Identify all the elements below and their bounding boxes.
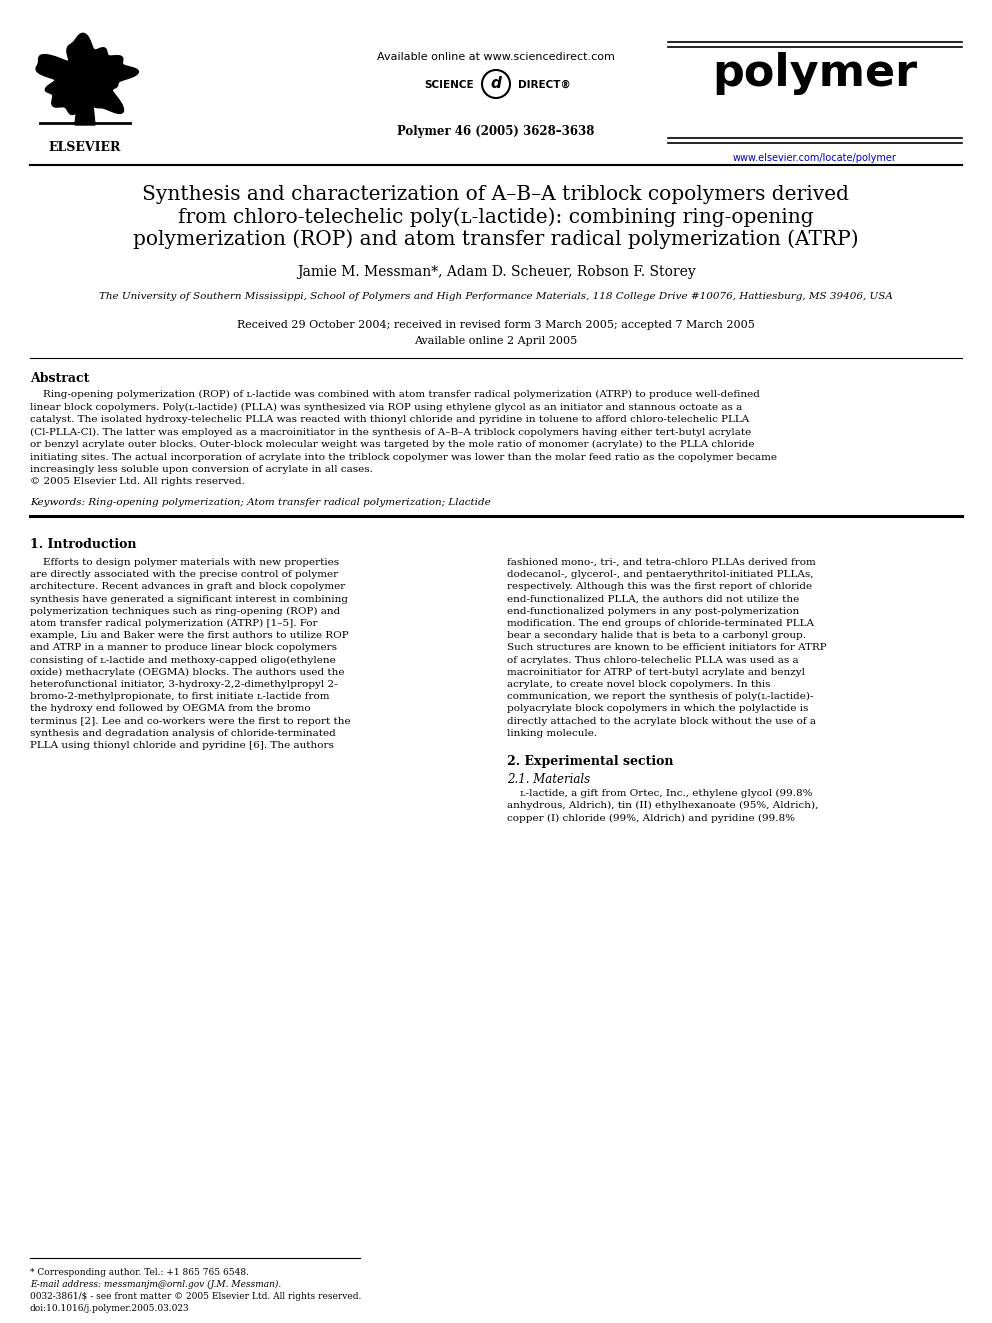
Text: E-mail address: messmanjm@ornl.gov (J.M. Messman).: E-mail address: messmanjm@ornl.gov (J.M.… <box>30 1279 282 1289</box>
Text: are directly associated with the precise control of polymer: are directly associated with the precise… <box>30 570 338 579</box>
Text: Jamie M. Messman*, Adam D. Scheuer, Robson F. Storey: Jamie M. Messman*, Adam D. Scheuer, Robs… <box>297 265 695 279</box>
Text: end-functionalized polymers in any post-polymerization: end-functionalized polymers in any post-… <box>507 607 800 615</box>
Text: or benzyl acrylate outer blocks. Outer-block molecular weight was targeted by th: or benzyl acrylate outer blocks. Outer-b… <box>30 441 755 448</box>
Text: architecture. Recent advances in graft and block copolymer: architecture. Recent advances in graft a… <box>30 582 345 591</box>
Text: polyacrylate block copolymers in which the polylactide is: polyacrylate block copolymers in which t… <box>507 704 808 713</box>
Text: 2.1. Materials: 2.1. Materials <box>507 773 590 786</box>
Text: ʟ-lactide, a gift from Ortec, Inc., ethylene glycol (99.8%: ʟ-lactide, a gift from Ortec, Inc., ethy… <box>507 789 812 798</box>
Text: 0032-3861/$ - see front matter © 2005 Elsevier Ltd. All rights reserved.: 0032-3861/$ - see front matter © 2005 El… <box>30 1293 361 1301</box>
Text: DIRECT®: DIRECT® <box>518 79 570 90</box>
Text: dodecanol-, glycerol-, and pentaerythritol-initiated PLLAs,: dodecanol-, glycerol-, and pentaerythrit… <box>507 570 813 579</box>
Text: Available online 2 April 2005: Available online 2 April 2005 <box>415 336 577 347</box>
Text: (Cl-PLLA-Cl). The latter was employed as a macroinitiator in the synthesis of A–: (Cl-PLLA-Cl). The latter was employed as… <box>30 427 751 437</box>
Text: Such structures are known to be efficient initiators for ATRP: Such structures are known to be efficien… <box>507 643 826 652</box>
Text: 2. Experimental section: 2. Experimental section <box>507 755 674 767</box>
Text: www.elsevier.com/locate/polymer: www.elsevier.com/locate/polymer <box>733 153 897 163</box>
Text: macroinitiator for ATRP of tert-butyl acrylate and benzyl: macroinitiator for ATRP of tert-butyl ac… <box>507 668 805 677</box>
Text: Received 29 October 2004; received in revised form 3 March 2005; accepted 7 Marc: Received 29 October 2004; received in re… <box>237 320 755 329</box>
Text: linear block copolymers. Poly(ʟ-lactide) (PLLA) was synthesized via ROP using et: linear block copolymers. Poly(ʟ-lactide)… <box>30 402 742 411</box>
Text: end-functionalized PLLA, the authors did not utilize the: end-functionalized PLLA, the authors did… <box>507 594 800 603</box>
Text: bear a secondary halide that is beta to a carbonyl group.: bear a secondary halide that is beta to … <box>507 631 806 640</box>
Text: 1. Introduction: 1. Introduction <box>30 538 137 550</box>
Text: The University of Southern Mississippi, School of Polymers and High Performance : The University of Southern Mississippi, … <box>99 292 893 302</box>
Text: © 2005 Elsevier Ltd. All rights reserved.: © 2005 Elsevier Ltd. All rights reserved… <box>30 478 245 487</box>
Text: Keywords: Ring-opening polymerization; Atom transfer radical polymerization; Lla: Keywords: Ring-opening polymerization; A… <box>30 497 491 507</box>
Text: Available online at www.sciencedirect.com: Available online at www.sciencedirect.co… <box>377 52 615 62</box>
Text: copper (I) chloride (99%, Aldrich) and pyridine (99.8%: copper (I) chloride (99%, Aldrich) and p… <box>507 814 795 823</box>
Text: polymer: polymer <box>712 52 918 95</box>
Text: Abstract: Abstract <box>30 372 89 385</box>
Text: directly attached to the acrylate block without the use of a: directly attached to the acrylate block … <box>507 717 816 725</box>
Text: fashioned mono-, tri-, and tetra-chloro PLLAs derived from: fashioned mono-, tri-, and tetra-chloro … <box>507 558 815 568</box>
Text: polymerization (ROP) and atom transfer radical polymerization (ATRP): polymerization (ROP) and atom transfer r… <box>133 229 859 249</box>
Text: polymerization techniques such as ring-opening (ROP) and: polymerization techniques such as ring-o… <box>30 607 340 617</box>
Polygon shape <box>36 33 139 115</box>
Text: Polymer 46 (2005) 3628–3638: Polymer 46 (2005) 3628–3638 <box>398 124 594 138</box>
Text: Synthesis and characterization of A–B–A triblock copolymers derived: Synthesis and characterization of A–B–A … <box>143 185 849 204</box>
Text: acrylate, to create novel block copolymers. In this: acrylate, to create novel block copolyme… <box>507 680 771 689</box>
Text: catalyst. The isolated hydroxy-telechelic PLLA was reacted with thionyl chloride: catalyst. The isolated hydroxy-telecheli… <box>30 415 749 423</box>
Text: * Corresponding author. Tel.: +1 865 765 6548.: * Corresponding author. Tel.: +1 865 765… <box>30 1267 249 1277</box>
Text: d: d <box>491 77 501 91</box>
Text: respectively. Although this was the first report of chloride: respectively. Although this was the firs… <box>507 582 812 591</box>
Text: the hydroxy end followed by OEGMA from the bromo: the hydroxy end followed by OEGMA from t… <box>30 704 310 713</box>
Text: from chloro-telechelic poly(ʟ-lactide): combining ring-opening: from chloro-telechelic poly(ʟ-lactide): … <box>179 206 813 226</box>
Text: of acrylates. Thus chloro-telechelic PLLA was used as a: of acrylates. Thus chloro-telechelic PLL… <box>507 656 799 664</box>
Text: atom transfer radical polymerization (ATRP) [1–5]. For: atom transfer radical polymerization (AT… <box>30 619 317 628</box>
Text: ELSEVIER: ELSEVIER <box>49 142 121 153</box>
Text: heterofunctional initiator, 3-hydroxy-2,2-dimethylpropyl 2-: heterofunctional initiator, 3-hydroxy-2,… <box>30 680 337 689</box>
Text: bromo-2-methylpropionate, to first initiate ʟ-lactide from: bromo-2-methylpropionate, to first initi… <box>30 692 329 701</box>
Text: synthesis have generated a significant interest in combining: synthesis have generated a significant i… <box>30 594 348 603</box>
Text: communication, we report the synthesis of poly(ʟ-lactide)-: communication, we report the synthesis o… <box>507 692 813 701</box>
Text: Ring-opening polymerization (ROP) of ʟ-lactide was combined with atom transfer r: Ring-opening polymerization (ROP) of ʟ-l… <box>30 390 760 400</box>
Polygon shape <box>75 95 95 124</box>
Text: increasingly less soluble upon conversion of acrylate in all cases.: increasingly less soluble upon conversio… <box>30 464 373 474</box>
Text: initiating sites. The actual incorporation of acrylate into the triblock copolym: initiating sites. The actual incorporati… <box>30 452 777 462</box>
Text: synthesis and degradation analysis of chloride-terminated: synthesis and degradation analysis of ch… <box>30 729 335 738</box>
Text: terminus [2]. Lee and co-workers were the first to report the: terminus [2]. Lee and co-workers were th… <box>30 717 350 725</box>
Text: doi:10.1016/j.polymer.2005.03.023: doi:10.1016/j.polymer.2005.03.023 <box>30 1304 189 1312</box>
Text: modification. The end groups of chloride-terminated PLLA: modification. The end groups of chloride… <box>507 619 814 628</box>
Text: linking molecule.: linking molecule. <box>507 729 597 738</box>
Text: example, Liu and Baker were the first authors to utilize ROP: example, Liu and Baker were the first au… <box>30 631 348 640</box>
Text: and ATRP in a manner to produce linear block copolymers: and ATRP in a manner to produce linear b… <box>30 643 337 652</box>
Text: anhydrous, Aldrich), tin (II) ethylhexanoate (95%, Aldrich),: anhydrous, Aldrich), tin (II) ethylhexan… <box>507 802 818 810</box>
Text: SCIENCE: SCIENCE <box>425 79 474 90</box>
Text: PLLA using thionyl chloride and pyridine [6]. The authors: PLLA using thionyl chloride and pyridine… <box>30 741 334 750</box>
Text: consisting of ʟ-lactide and methoxy-capped oligo(ethylene: consisting of ʟ-lactide and methoxy-capp… <box>30 656 335 664</box>
Text: Efforts to design polymer materials with new properties: Efforts to design polymer materials with… <box>30 558 339 568</box>
Text: oxide) methacrylate (OEGMA) blocks. The authors used the: oxide) methacrylate (OEGMA) blocks. The … <box>30 668 344 677</box>
